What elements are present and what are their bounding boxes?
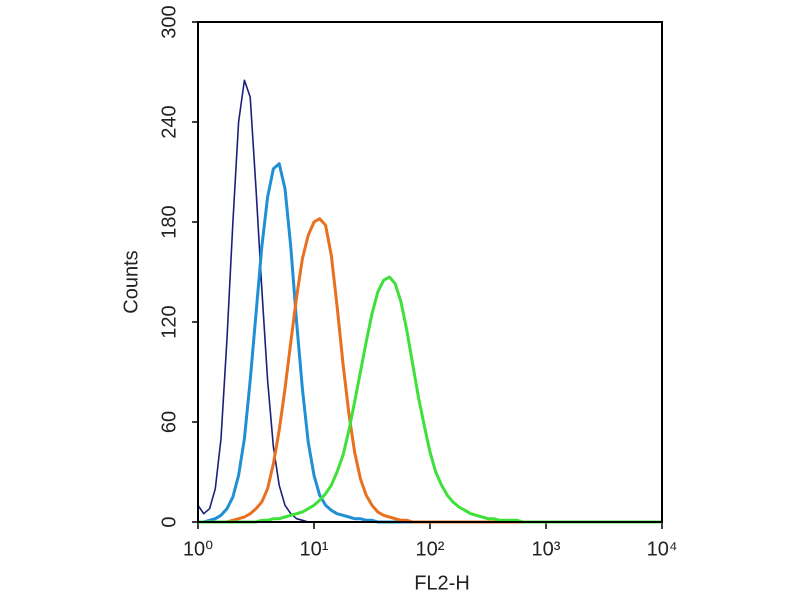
y-tick-label: 300	[158, 5, 180, 38]
y-tick-label: 180	[158, 205, 180, 238]
y-axis-label: Counts	[120, 250, 142, 313]
x-axis-label: FL2-H	[414, 572, 470, 594]
y-tick-label: 60	[158, 411, 180, 433]
histogram-line	[198, 162, 662, 524]
x-tick-label: 10⁰	[183, 538, 213, 560]
x-tick-label: 10¹	[300, 538, 329, 560]
x-tick-label: 10²	[416, 538, 445, 560]
y-tick-label: 0	[158, 516, 180, 527]
y-tick-label: 120	[158, 305, 180, 338]
x-tick-label: 10⁴	[647, 538, 678, 560]
x-tick-label: 10³	[532, 538, 561, 560]
y-tick-label: 240	[158, 105, 180, 138]
plot-frame	[197, 21, 663, 523]
